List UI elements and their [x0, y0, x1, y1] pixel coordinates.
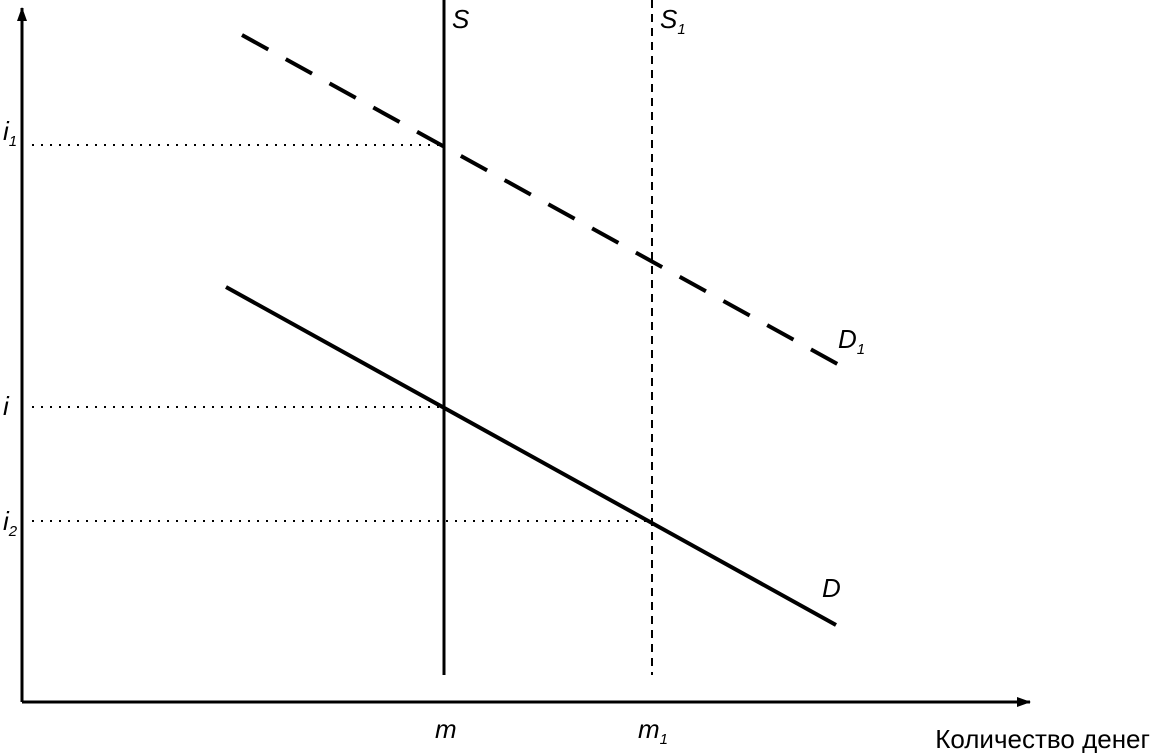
label-d1: D1 [838, 324, 865, 358]
label-part: i [3, 506, 10, 536]
label-part: D [838, 324, 857, 354]
label-s1: S1 [660, 4, 686, 38]
label-part: m [435, 714, 457, 744]
label-part: 1 [677, 21, 685, 38]
label-part: S [660, 4, 678, 34]
label-part: i [3, 391, 10, 421]
label-s: S [452, 4, 470, 34]
label-i2: i2 [3, 506, 18, 540]
label-part: 1 [857, 341, 865, 358]
label-i: i [3, 391, 10, 421]
demand-d1 [241, 33, 853, 374]
label-m: m [435, 714, 457, 744]
label-part: m [638, 714, 660, 744]
x-axis-title: Количество денег [935, 724, 1150, 753]
label-part: i [3, 116, 10, 146]
label-part: 2 [8, 523, 18, 540]
label-m1: m1 [638, 714, 668, 748]
label-i1: i1 [3, 116, 17, 150]
label-part: S [452, 4, 470, 34]
demand-d [225, 285, 837, 627]
label-d: D [822, 573, 841, 603]
label-part: 1 [9, 133, 17, 150]
label-part: D [822, 573, 841, 603]
label-part: 1 [660, 731, 668, 748]
